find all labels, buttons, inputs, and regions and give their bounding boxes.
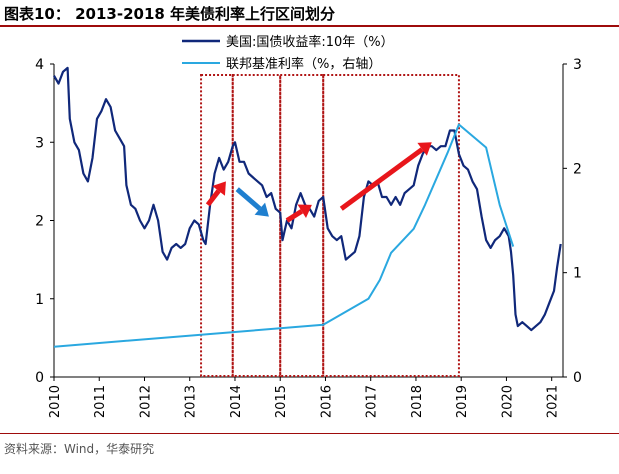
x-tick-label: 2011 <box>93 385 108 418</box>
x-tick-label: 2013 <box>184 385 199 418</box>
range-box <box>200 74 234 377</box>
legend-label: 联邦基准利率（%，右轴） <box>226 56 381 72</box>
fed-rate-line <box>53 123 515 348</box>
legend: 美国:国债收益率:10年（%） 联邦基准利率（%，右轴） <box>182 34 394 72</box>
x-tick-label: 2010 <box>48 385 63 418</box>
y-left-tick-label: 3 <box>35 135 44 151</box>
y-left-tick-label: 1 <box>35 292 44 308</box>
line-chart: 0 1 2 3 4 0 1 2 3 2010 2011 2012 2013 2014 2015 2016 201… <box>35 34 582 418</box>
down-trend-arrowhead <box>254 202 269 217</box>
treasury-yield-line <box>53 66 562 332</box>
x-tick-label: 2016 <box>319 385 334 418</box>
legend-label: 美国:国债收益率:10年（%） <box>226 34 394 50</box>
range-box <box>322 74 460 377</box>
y-right-tick-label: 3 <box>573 57 582 73</box>
down-trend-arrow <box>235 187 262 211</box>
x-tick-label: 2015 <box>274 385 289 418</box>
title-rule <box>0 25 619 27</box>
y-right-tick-label: 2 <box>573 161 582 177</box>
source-rule <box>0 433 619 434</box>
trend-arrows <box>205 142 432 223</box>
range-box <box>231 74 282 377</box>
chart-title: 图表10： 2013-2018 年美债利率上行区间划分 <box>4 5 336 23</box>
x-tick-label: 2019 <box>455 385 470 418</box>
y-left-tick-label: 4 <box>35 57 44 73</box>
x-tick-label: 2014 <box>229 385 244 418</box>
axes-group: 0 1 2 3 4 0 1 2 3 2010 2011 2012 2013 2014 2015 2016 201… <box>35 57 582 418</box>
source-note: 资料来源：Wind，华泰研究 <box>4 442 155 456</box>
y-right-tick-label: 0 <box>573 370 582 386</box>
x-tick-label: 2020 <box>500 385 515 418</box>
up-trend-arrow <box>285 209 304 223</box>
x-tick-label: 2012 <box>138 385 153 418</box>
x-tick-label: 2017 <box>365 385 380 418</box>
y-left-tick-label: 2 <box>35 214 44 230</box>
up-trend-arrow <box>339 147 424 211</box>
y-left-tick-label: 0 <box>35 370 44 386</box>
up-trend-arrowhead <box>297 204 312 219</box>
up-trend-arrowhead <box>212 181 226 196</box>
up-trend-arrow <box>205 189 221 207</box>
x-tick-label: 2021 <box>546 385 561 418</box>
up-trend-arrowhead <box>417 142 432 156</box>
y-right-tick-label: 1 <box>573 266 582 282</box>
x-tick-label: 2018 <box>410 385 425 418</box>
